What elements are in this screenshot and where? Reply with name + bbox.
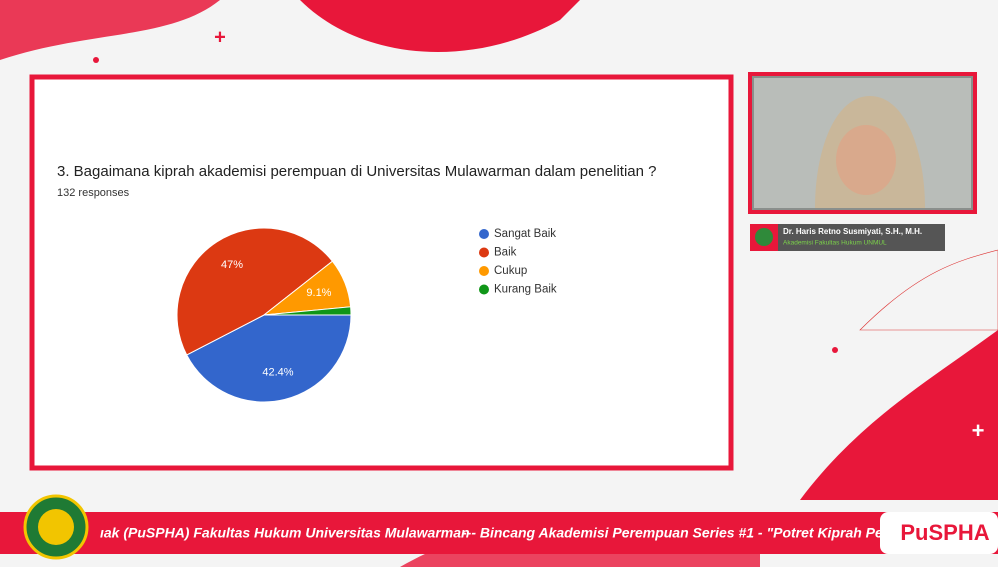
legend-label: Baik [494,247,517,259]
data-label: 9.1% [306,287,331,299]
legend-label: Kurang Baik [494,284,557,296]
legend-swatch [479,229,489,239]
data-label: 42.4% [262,366,293,378]
chart: 3. Bagaimana kiprah akademisi perempuan … [0,0,998,567]
data-label: 47% [221,259,243,271]
legend-swatch [479,248,489,258]
chart-subtitle: 132 responses [57,187,130,199]
chart-title: 3. Bagaimana kiprah akademisi perempuan … [57,163,656,180]
legend-swatch [479,266,489,276]
legend-swatch [479,285,489,295]
screen: + + Dr. Haris Retno Susmiyati, S.H., M.H… [0,0,998,567]
legend-label: Cukup [494,265,527,277]
legend-label: Sangat Baik [494,228,556,240]
